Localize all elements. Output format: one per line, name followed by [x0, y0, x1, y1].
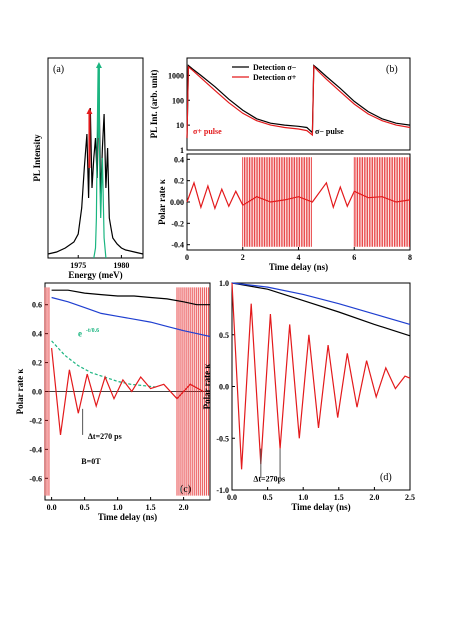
panel-a-tag: (a)	[53, 64, 64, 75]
series-line-3-3	[51, 348, 204, 435]
annotation-delta-t-d: Δt=270ps	[253, 475, 285, 484]
panel-d-x-tick-label-0: 0.0	[227, 493, 237, 502]
panel-d-ytick-label-4: 1.0	[219, 279, 229, 288]
panel-a-xlabel: Energy (meV)	[68, 270, 122, 280]
annotation-field: B=0T	[81, 457, 101, 466]
panel-c-ytick-label-5: 0.4	[32, 330, 42, 339]
panel-b-top-ytick-label-0: 1	[180, 146, 184, 155]
series-line-1-0	[186, 64, 411, 139]
panel-d-ytick-label-3: 0.5	[219, 331, 229, 340]
panel-a-arrowhead-1	[95, 62, 102, 68]
panel-b-bottom-ytick-label-4: 0.4	[174, 155, 184, 164]
panel-d-x-tick-label-1: 0.5	[263, 493, 273, 502]
panel-c-ylabel: Polar rate κ	[15, 369, 25, 415]
annotation-exp-power: -t/0.6	[86, 328, 99, 334]
panel-c-ytick-label-2: -0.2	[29, 416, 42, 425]
panel-b-tag: (b)	[386, 64, 398, 75]
annotation-sigma-plus-pulse: σ+ pulse	[193, 127, 222, 136]
panel-b-top-ytick-label-3: 1000	[168, 71, 184, 80]
panel-d-tag: (d)	[380, 472, 392, 483]
series-line-3-0	[51, 289, 210, 306]
panel-b-x-tick-label-1: 2	[241, 253, 245, 262]
legend-label-0: Detection σ−	[253, 63, 297, 72]
panel-d-ytick-label-0: -1.0	[216, 486, 229, 495]
panel-b-bottom-ytick-label-2: 0.00	[170, 198, 184, 207]
panel-d-x-tick-label-4: 2.0	[369, 493, 379, 502]
panel-d-ytick-label-1: -0.5	[216, 434, 229, 443]
panel-b-bottom-ytick-label-3: 0.2	[174, 177, 184, 186]
panel-b-top-ytick-label-1: 10	[176, 121, 184, 130]
series-line-4-0	[231, 282, 411, 337]
panel-b-bottom-ytick-label-1: -0.2	[171, 219, 184, 228]
panel-b-bottom-ytick-label-0: -0.4	[171, 241, 184, 250]
panel-b-x-tick-label-2: 4	[297, 253, 301, 262]
annotation-exp-base: e	[78, 329, 82, 339]
panel-b-xlabel: Time delay (ns)	[269, 262, 328, 272]
panel-c-x-tick-label-2: 1.0	[113, 503, 123, 512]
panel-c-x-tick-label-1: 0.5	[80, 503, 90, 512]
panel-b-x-tick-label-4: 8	[408, 253, 412, 262]
panel-c-ytick-label-6: 0.6	[32, 301, 42, 310]
series-line-4-1	[231, 282, 411, 325]
panel-d-x-tick-label-3: 1.5	[334, 493, 344, 502]
panel-d-x-tick-label-5: 2.5	[405, 493, 415, 502]
panel-b-x-tick-label-3: 6	[352, 253, 356, 262]
panel-b-top-ytick-label-2: 100	[172, 96, 184, 105]
series-line-3-1	[51, 296, 211, 338]
panel-d-ytick-label-2: 0.0	[219, 383, 229, 392]
annotation-delta-t-c: Δt=270 ps	[88, 432, 122, 441]
panel-c-x-tick-label-4: 2.0	[179, 503, 189, 512]
panel-b-x-tick-label-0: 0	[185, 253, 189, 262]
panel-a-frame	[47, 57, 144, 259]
panel-a-ylabel: PL Intensity	[32, 134, 42, 182]
panel-c-tag: (c)	[180, 484, 191, 495]
panel-c-x-tick-label-0: 0.0	[47, 503, 57, 512]
panel-c-x-tick-label-3: 1.5	[146, 503, 156, 512]
panel-d-xlabel: Time delay (ns)	[291, 502, 350, 512]
panel-a-x-tick-label-1: 1980	[113, 261, 129, 270]
series-line-1-1	[186, 64, 411, 139]
panel-c-ytick-label-3: 0.0	[32, 388, 42, 397]
panel-c-xlabel: Time delay (ns)	[98, 512, 157, 522]
series-line-4-2	[231, 282, 411, 470]
panel-a-x-tick-label-0: 1975	[70, 261, 86, 270]
panel-c-ytick-label-1: -0.4	[29, 445, 42, 454]
panel-d-x-tick-label-2: 1.0	[298, 493, 308, 502]
legend-label-1: Detection σ+	[253, 73, 297, 82]
series-line-2-0	[186, 180, 411, 211]
panel-a-arrowhead-0	[86, 108, 93, 114]
annotation-sigma-minus-pulse: σ− pulse	[315, 127, 344, 136]
panel-b-bottom-frame	[186, 153, 411, 251]
panel-b-top-ylabel: PL Int. (arb. unit)	[149, 70, 159, 139]
panel-c-ytick-label-4: 0.2	[32, 359, 42, 368]
series-line-3-2	[51, 340, 158, 388]
panel-d-ylabel: Polar rate κ	[202, 364, 212, 410]
panel-d-frame	[231, 282, 411, 491]
panel-c-ytick-label-0: -0.6	[29, 474, 42, 483]
panel-b-top-frame	[186, 57, 411, 151]
panel-b-bottom-ylabel: Polar rate κ	[157, 179, 167, 225]
